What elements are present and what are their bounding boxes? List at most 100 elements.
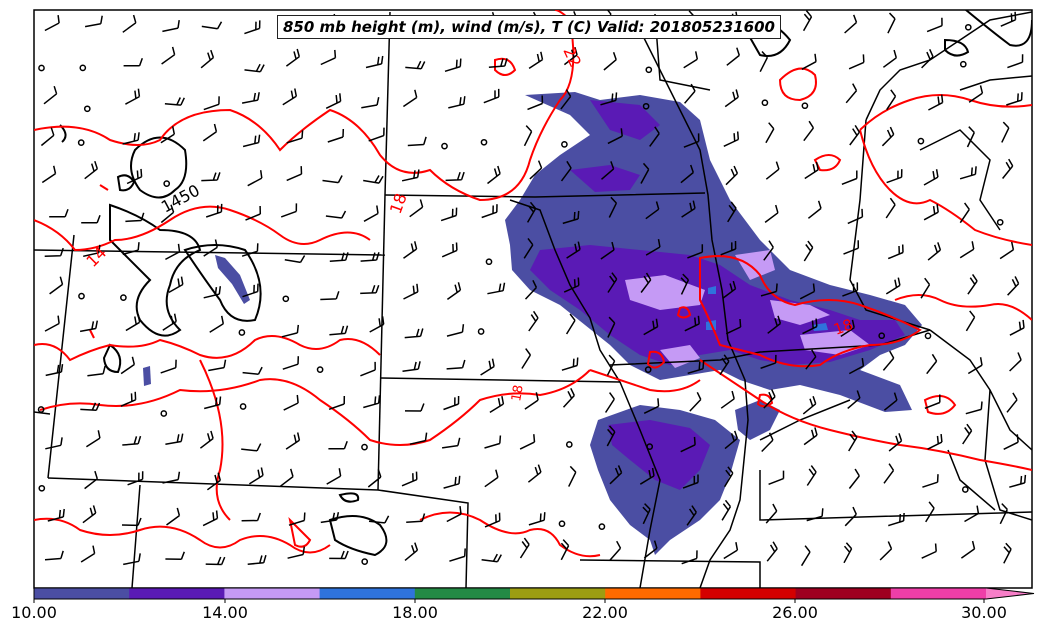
wind-barb <box>888 512 905 527</box>
colorbar-extend-arrow <box>986 588 1034 599</box>
colorbar-ticks <box>33 599 985 603</box>
wind-barb <box>801 53 817 70</box>
wind-barb <box>360 361 376 377</box>
wind-barb <box>843 542 853 564</box>
wind-barb <box>802 318 818 335</box>
wind-barb <box>202 510 219 527</box>
wind-barb <box>406 513 426 524</box>
wind-barb <box>209 315 225 333</box>
wind-barb <box>529 160 543 180</box>
wind-barb <box>47 508 65 522</box>
wind-barb <box>320 291 340 301</box>
wind-barb <box>803 120 815 142</box>
wind-barb <box>481 553 502 563</box>
colorbar-segment <box>605 588 701 599</box>
wind-barb <box>201 21 223 30</box>
wind-barb <box>566 241 581 259</box>
colorbar-segment <box>34 588 130 599</box>
wind-barb <box>886 89 897 111</box>
wind-barb <box>848 430 858 452</box>
calm-wind-marker <box>598 523 606 530</box>
wind-barb <box>369 316 385 333</box>
wind-barb <box>404 328 424 339</box>
wind-barb <box>329 252 349 263</box>
wind-barb <box>640 162 650 184</box>
wind-barb <box>1006 92 1023 106</box>
wind-barb <box>404 542 419 561</box>
colorbar-tick-label: 14.00 <box>202 603 248 622</box>
wind-barb <box>680 273 690 295</box>
wind-barb <box>365 55 384 69</box>
wind-barb <box>244 20 261 35</box>
wind-barb <box>360 252 380 262</box>
wind-barb <box>241 443 262 452</box>
wind-barb <box>649 126 660 147</box>
wind-barb <box>363 395 381 409</box>
wind-barb <box>921 543 937 559</box>
wind-barb <box>519 537 530 559</box>
calm-wind-marker <box>558 520 566 528</box>
wind-barb <box>606 354 616 376</box>
wind-barb <box>242 366 263 375</box>
wind-barb <box>844 506 857 527</box>
wind-barb <box>643 318 659 336</box>
colorbar-segment <box>414 588 511 599</box>
wind-barb <box>528 512 546 526</box>
wind-barb <box>726 47 741 66</box>
wind-barb <box>481 204 498 219</box>
calm-wind-marker <box>239 403 247 410</box>
wind-barb <box>287 546 306 559</box>
wind-barb <box>160 126 176 144</box>
wind-barb <box>687 360 705 375</box>
wind-barb <box>683 133 700 148</box>
wind-barb <box>206 472 222 491</box>
wind-barb <box>280 203 298 218</box>
temperature-contours <box>34 10 1032 558</box>
wind-barb <box>165 433 184 445</box>
wind-barb <box>881 126 895 147</box>
wind-barb <box>122 132 140 145</box>
wind-barb <box>285 432 301 450</box>
wind-barb <box>443 395 460 411</box>
wind-barb <box>44 315 60 332</box>
wind-barb <box>446 359 466 370</box>
wind-barb <box>565 313 576 335</box>
wind-barb <box>807 200 822 219</box>
wind-barb <box>967 273 978 295</box>
calm-wind-marker <box>38 64 45 72</box>
wind-barb <box>127 471 144 486</box>
wind-barb <box>527 95 544 111</box>
wind-barb <box>283 394 299 411</box>
calm-wind-marker <box>917 137 925 145</box>
wind-barb <box>288 512 306 526</box>
calm-wind-marker <box>441 142 448 150</box>
wind-barb <box>568 465 577 487</box>
wind-barb <box>849 125 861 146</box>
wind-barb <box>528 310 539 332</box>
wind-barb <box>841 170 858 185</box>
wind-barb <box>361 97 380 109</box>
wind-barb <box>763 389 776 409</box>
wind-barb <box>247 170 263 187</box>
wind-barb <box>122 435 142 446</box>
wind-barb <box>444 58 462 73</box>
wind-barb <box>562 210 580 225</box>
wind-barb <box>885 197 896 219</box>
wind-barb <box>329 550 349 560</box>
colorbar-outline <box>33 587 1035 600</box>
calm-wind-marker <box>316 366 324 373</box>
wind-barb <box>201 172 221 182</box>
wind-barb <box>968 85 984 103</box>
wind-barb <box>208 359 227 372</box>
calm-wind-marker <box>801 102 809 110</box>
wind-barb <box>363 205 379 222</box>
wind-barb <box>847 390 861 409</box>
wind-barb <box>286 130 304 144</box>
wind-barb <box>563 277 580 293</box>
wind-barb <box>489 395 505 414</box>
calm-wind-marker <box>961 486 969 493</box>
wind-barb <box>279 468 294 487</box>
wind-barb <box>600 241 615 260</box>
calm-wind-marker <box>37 406 45 413</box>
